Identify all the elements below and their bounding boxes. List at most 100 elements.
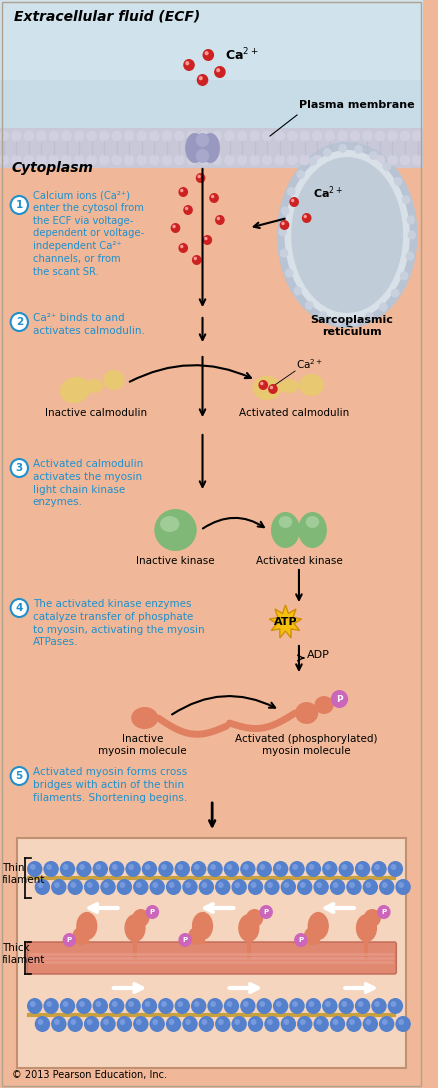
Ellipse shape	[191, 912, 212, 940]
Text: Sarcoplasmic
reticulum: Sarcoplasmic reticulum	[310, 314, 392, 337]
Circle shape	[269, 386, 272, 390]
Circle shape	[76, 998, 92, 1014]
Ellipse shape	[86, 379, 103, 393]
Circle shape	[99, 131, 109, 141]
Circle shape	[283, 1019, 289, 1025]
Circle shape	[399, 271, 408, 281]
Circle shape	[275, 1001, 281, 1007]
Circle shape	[336, 131, 347, 141]
Circle shape	[247, 1016, 263, 1033]
Circle shape	[224, 154, 234, 165]
Text: Extracellular fluid (ECF): Extracellular fluid (ECF)	[14, 9, 199, 23]
Circle shape	[336, 154, 347, 165]
Text: P: P	[182, 937, 187, 943]
Circle shape	[256, 998, 271, 1014]
Circle shape	[338, 144, 346, 152]
Circle shape	[365, 1019, 371, 1025]
Text: Plasma membrane: Plasma membrane	[298, 100, 413, 110]
Circle shape	[0, 154, 9, 165]
Text: 4: 4	[16, 603, 23, 613]
Circle shape	[354, 861, 370, 877]
Ellipse shape	[307, 912, 328, 940]
Circle shape	[386, 131, 397, 141]
Circle shape	[145, 1001, 150, 1007]
Circle shape	[353, 145, 362, 153]
Text: Inactive calmodulin: Inactive calmodulin	[45, 408, 147, 418]
Circle shape	[361, 154, 372, 165]
Circle shape	[38, 882, 43, 888]
Ellipse shape	[60, 376, 90, 404]
Circle shape	[177, 864, 183, 870]
Circle shape	[210, 1001, 215, 1007]
Ellipse shape	[355, 914, 376, 942]
Text: Inactive
myosin molecule: Inactive myosin molecule	[98, 734, 187, 756]
Circle shape	[152, 1019, 158, 1025]
Text: Ca$^{2+}$: Ca$^{2+}$	[224, 47, 258, 63]
Circle shape	[299, 1019, 305, 1025]
Circle shape	[321, 861, 337, 877]
Circle shape	[286, 131, 297, 141]
Circle shape	[166, 1016, 181, 1033]
Circle shape	[374, 131, 385, 141]
Circle shape	[67, 879, 83, 895]
Text: P: P	[380, 908, 385, 915]
Circle shape	[182, 1016, 197, 1033]
Circle shape	[215, 879, 230, 895]
Circle shape	[387, 998, 402, 1014]
Circle shape	[79, 1001, 85, 1007]
Circle shape	[260, 382, 263, 385]
Circle shape	[202, 49, 214, 61]
Circle shape	[210, 864, 215, 870]
Circle shape	[329, 879, 344, 895]
Circle shape	[63, 934, 76, 947]
Ellipse shape	[284, 150, 409, 320]
Circle shape	[249, 131, 259, 141]
Ellipse shape	[131, 707, 158, 729]
Bar	[0, 0, 422, 162]
Ellipse shape	[294, 702, 318, 724]
Circle shape	[11, 154, 21, 165]
Circle shape	[378, 302, 387, 311]
Circle shape	[223, 861, 239, 877]
Ellipse shape	[185, 133, 204, 163]
Ellipse shape	[76, 912, 97, 940]
Circle shape	[390, 288, 399, 298]
Circle shape	[349, 154, 359, 165]
Text: 5: 5	[16, 771, 23, 781]
Circle shape	[86, 131, 97, 141]
Circle shape	[186, 154, 197, 165]
Circle shape	[141, 998, 157, 1014]
Ellipse shape	[195, 149, 209, 163]
Circle shape	[297, 1016, 312, 1033]
Circle shape	[362, 879, 377, 895]
Circle shape	[133, 1016, 148, 1033]
Circle shape	[224, 131, 234, 141]
Text: Activated calmodulin: Activated calmodulin	[238, 408, 349, 418]
Circle shape	[280, 1016, 295, 1033]
Ellipse shape	[160, 516, 179, 532]
Circle shape	[198, 879, 214, 895]
Circle shape	[128, 1001, 134, 1007]
Circle shape	[168, 1019, 174, 1025]
Circle shape	[0, 131, 9, 141]
Circle shape	[199, 131, 209, 141]
Circle shape	[365, 882, 371, 888]
Circle shape	[292, 864, 297, 870]
Polygon shape	[268, 605, 301, 638]
Circle shape	[234, 882, 240, 888]
Bar	[0, 128, 422, 168]
Circle shape	[304, 301, 313, 310]
Bar	[0, 0, 422, 81]
Circle shape	[43, 861, 59, 877]
Circle shape	[226, 864, 232, 870]
Circle shape	[76, 861, 92, 877]
Circle shape	[198, 1016, 214, 1033]
Circle shape	[293, 934, 307, 947]
Circle shape	[11, 459, 28, 477]
Circle shape	[174, 154, 184, 165]
Text: Activated (phosphorylated)
myosin molecule: Activated (phosphorylated) myosin molecu…	[235, 734, 377, 756]
Circle shape	[395, 879, 410, 895]
Circle shape	[216, 217, 219, 220]
Circle shape	[387, 861, 402, 877]
Circle shape	[264, 879, 279, 895]
